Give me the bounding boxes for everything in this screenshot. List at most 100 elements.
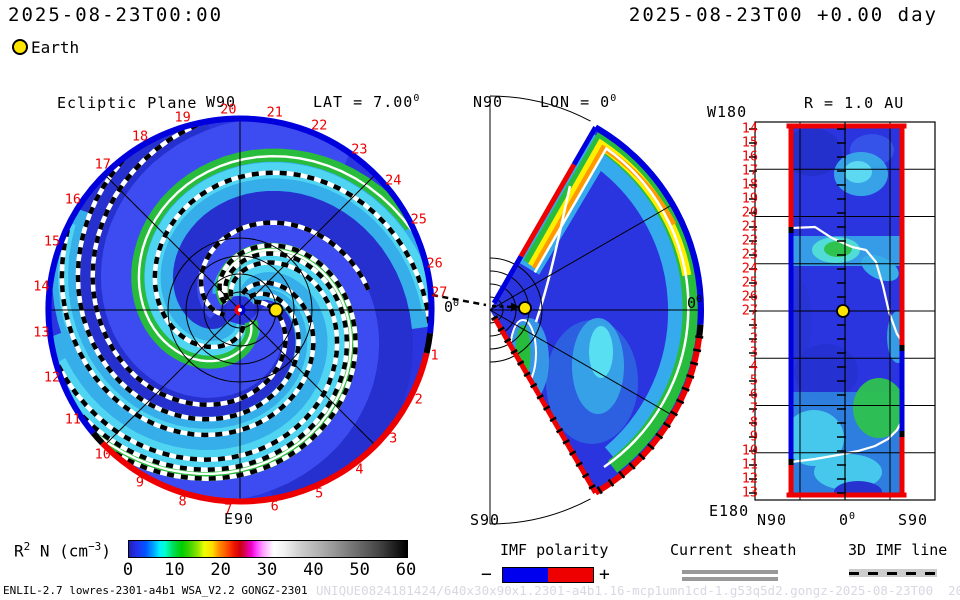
cbar-exp-sup: −3 (88, 540, 102, 553)
cbar-close: ) (101, 541, 111, 561)
spiral-stroke (59, 229, 316, 438)
spiral-stroke (152, 170, 430, 350)
colorbar-label: R2 N (cm−3) (14, 540, 111, 560)
imf-polarity-legend-title: IMF polarity (500, 541, 609, 559)
zero-value: 0 (687, 294, 697, 312)
radial-day-label: 25 (741, 274, 758, 291)
radial-day-label: 9 (749, 428, 758, 445)
imf-minus-label: − (481, 564, 492, 585)
colorbar-tick-label: 20 (210, 560, 231, 580)
ecliptic-zero-deg-label: 00 (444, 298, 459, 316)
radial-title: R = 1.0 AU (804, 94, 905, 112)
ecliptic-day-label: 18 (131, 128, 149, 145)
radial-day-label: 24 (741, 260, 758, 277)
run-watermark: UNIQUE0824181424/640x30x90x1.2301-a4b1.1… (316, 583, 960, 598)
spiral-stroke (80, 251, 350, 473)
ecliptic-panel-graphics (45, 115, 487, 505)
cbar-r-sup: 2 (23, 540, 31, 553)
ecliptic-day-label: 17 (94, 155, 111, 172)
radial-day-label: 7 (749, 400, 758, 417)
sun-marker (234, 304, 246, 316)
earth-legend-label: Earth (31, 38, 80, 57)
zero-sup: 0 (453, 298, 460, 309)
spiral-stroke (95, 248, 353, 476)
colorbar-tick-label: 60 (395, 560, 417, 580)
annotation-arrowhead (511, 302, 520, 312)
ecliptic-day-label: 19 (174, 109, 191, 126)
ecliptic-day-label: 7 (224, 500, 233, 517)
ecliptic-day-label: 15 (43, 232, 61, 249)
zero-sup: 0 (849, 511, 857, 522)
ecliptic-day-label: 2 (414, 391, 423, 407)
radial-n90-label: N90 (757, 511, 788, 529)
spiral-stroke (114, 243, 358, 481)
ecliptic-lat-label: LAT = 7.000 (313, 93, 420, 111)
imf-plus-label: + (599, 564, 610, 585)
radial-day-label: 12 (741, 470, 758, 487)
ecliptic-e90-label: E90 (224, 510, 255, 528)
colorbar-tick-label: 40 (303, 560, 324, 580)
spiral-stroke (56, 260, 340, 462)
colorbar-tick-label: 10 (164, 560, 185, 580)
radial-day-label: 4 (749, 358, 758, 375)
zero-value: 0 (444, 298, 454, 316)
meridional-panel-graphics (489, 95, 704, 525)
day-axis-ticks (749, 128, 757, 494)
timestamp-forecast: 2025-08-23T00 +0.00 day (628, 4, 938, 26)
meridional-lon-label: LON = 00 (540, 93, 617, 111)
earth-marker-ecliptic (268, 302, 284, 318)
radial-day-label: 11 (741, 456, 758, 473)
cbar-mid: N (cm (30, 541, 89, 561)
radial-day-label: 27 (741, 302, 758, 319)
imf-line-annotation-dashed (431, 293, 487, 307)
earth-legend-icon (12, 39, 28, 55)
ecliptic-day-label: 23 (351, 140, 368, 157)
ecliptic-day-label: 6 (270, 498, 279, 515)
ecliptic-day-label: 10 (94, 446, 111, 463)
current-sheet-line-upper (790, 225, 904, 347)
spiral-stroke (90, 122, 288, 408)
radial-w180-label: W180 (707, 103, 748, 121)
ecliptic-w90-label: W90 (206, 93, 237, 111)
lon-value: LON = 0 (540, 93, 611, 111)
ecliptic-day-label: 12 (43, 369, 61, 386)
colorbar-tick-label: 50 (349, 560, 370, 580)
colorbar-tick-label: 30 (256, 560, 278, 580)
radial-day-label: 1 (749, 316, 758, 333)
ecliptic-day-label: 22 (311, 117, 328, 134)
ecliptic-day-label: 16 (64, 191, 82, 208)
ecliptic-day-label: 9 (135, 474, 145, 491)
radial-day-label: 3 (749, 344, 758, 361)
ecliptic-day-label: 26 (426, 255, 443, 272)
radial-day-label: 18 (741, 176, 758, 193)
imf-line-annotation-dashed-inner (491, 304, 512, 309)
density-colorbar (128, 540, 408, 558)
ecliptic-day-label: 25 (410, 211, 427, 228)
radial-day-label: 8 (749, 414, 758, 431)
colorbar-tick-label: 0 (122, 560, 134, 580)
zero-value: 0 (839, 511, 850, 529)
radial-day-label: 6 (749, 386, 758, 403)
radial-day-label: 22 (741, 232, 758, 249)
earth-marker-radial (836, 304, 850, 318)
ecliptic-day-label: 8 (178, 492, 187, 509)
ecliptic-day-label: 20 (220, 101, 237, 118)
ecliptic-day-label: 21 (266, 104, 283, 121)
radial-day-label: 26 (741, 288, 758, 305)
ecliptic-polarity-rim (45, 115, 435, 505)
lat-sup: 0 (413, 93, 421, 104)
current-sheath-swatch-bottom (682, 577, 778, 581)
spiral-stroke (198, 220, 371, 317)
cbar-r: R (14, 541, 24, 561)
imf-line-dash-pattern (849, 571, 937, 575)
radial-zero-deg-label: 00 (839, 511, 856, 529)
model-info: ENLIL-2.7 lowres-2301-a4b1 WSA_V2.2 GONG… (3, 584, 308, 597)
ecliptic-day-label: 24 (385, 172, 402, 189)
radial-day-label: 10 (741, 442, 758, 459)
ecliptic-day-label: 14 (33, 278, 50, 295)
spiral-stroke (137, 154, 415, 363)
ecliptic-day-label: 3 (389, 429, 398, 446)
meridional-s90-label: S90 (470, 511, 501, 529)
imf-negative-swatch (503, 568, 548, 582)
radial-field (789, 128, 904, 497)
